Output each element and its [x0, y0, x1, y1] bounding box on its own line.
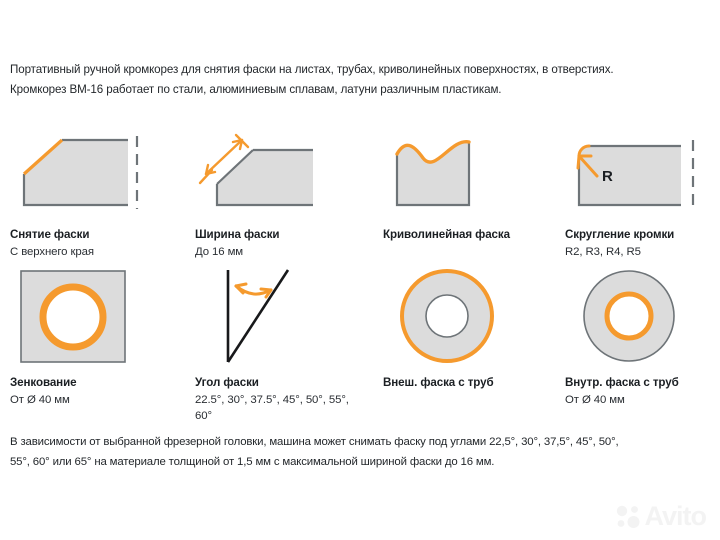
note-line-1: В зависимости от выбранной фрезерной гол…: [10, 436, 619, 448]
feature-title: Криволинейная фаска: [383, 228, 510, 241]
feature-subtitle: До 16 мм: [195, 246, 244, 258]
intro-line-1: Портативный ручной кромкорез для снятия …: [10, 63, 614, 76]
feature-cell-chamfer-angle: Угол фаски 22.5°, 30°, 37.5°, 45°, 50°, …: [195, 266, 380, 424]
radius-annotation: R: [602, 168, 613, 185]
feature-cell-countersinking: Зенкование От Ø 40 мм: [10, 266, 195, 408]
feature-subtitle: С верхнего края: [10, 246, 94, 258]
avito-logo-icon: [616, 505, 639, 528]
feature-title: Внутр. фаска с труб: [565, 376, 679, 389]
note-line-2: 55°, 60° или 65° на материале толщиной о…: [10, 456, 495, 468]
intro-line-2: Кромкорез ВМ-16 работает по стали, алюми…: [10, 83, 502, 96]
feature-cell-edge-rounding: R Скругление кромки R2, R3, R4, R5: [565, 132, 720, 260]
wavy-edge-block-icon: [383, 132, 558, 214]
avito-wordmark: Avito: [644, 501, 707, 531]
feature-title: Угол фаски: [195, 376, 259, 389]
feature-cell-pipe-inner: Внутр. фаска с труб От Ø 40 мм: [565, 266, 720, 408]
feature-cell-chamfer-width: Ширина фаски До 16 мм: [195, 132, 380, 260]
pipe-inner-ring-icon: [565, 266, 720, 366]
feature-cell-curvilinear: Криволинейная фаска: [383, 132, 568, 244]
countersink-hole-icon: [10, 266, 185, 366]
feature-cell-chamfering: Снятие фаски С верхнего края: [10, 132, 195, 260]
feature-subtitle: От Ø 40 мм: [10, 394, 70, 406]
rounded-corner-icon: R: [565, 132, 720, 214]
intro-paragraph: Портативный ручной кромкорез для снятия …: [10, 60, 712, 100]
bevel-width-arrow-icon: [195, 132, 370, 214]
feature-title: Ширина фаски: [195, 228, 280, 241]
feature-title: Снятие фаски: [10, 228, 90, 241]
feature-subtitle: R2, R3, R4, R5: [565, 246, 641, 258]
feature-title: Скругление кромки: [565, 228, 675, 241]
feature-subtitle: От Ø 40 мм: [565, 394, 625, 406]
avito-watermark: Avito: [615, 503, 707, 530]
feature-subtitle: 22.5°, 30°, 37.5°, 45°, 50°, 55°, 60°: [195, 394, 349, 422]
feature-cell-pipe-outer: Внеш. фаска с труб: [383, 266, 568, 392]
feature-title: Зенкование: [10, 376, 77, 389]
beveled-block-icon: [10, 132, 185, 214]
angle-arc-icon: [195, 266, 370, 366]
feature-title: Внеш. фаска с труб: [383, 376, 494, 389]
pipe-outer-ring-icon: [383, 266, 558, 366]
bottom-note: В зависимости от выбранной фрезерной гол…: [10, 432, 716, 472]
